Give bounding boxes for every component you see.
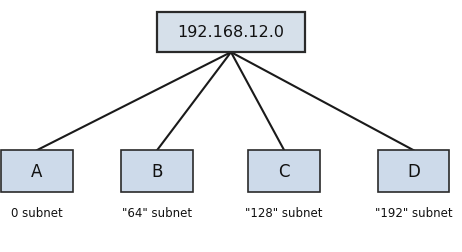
Text: 0 subnet: 0 subnet (11, 206, 63, 219)
Text: "64" subnet: "64" subnet (122, 206, 192, 219)
Text: B: B (152, 162, 163, 180)
FancyBboxPatch shape (249, 151, 320, 192)
Text: 192.168.12.0: 192.168.12.0 (177, 25, 285, 40)
Text: D: D (407, 162, 420, 180)
Text: "192" subnet: "192" subnet (375, 206, 452, 219)
FancyBboxPatch shape (378, 151, 449, 192)
Text: C: C (279, 162, 290, 180)
FancyBboxPatch shape (121, 151, 193, 192)
FancyBboxPatch shape (1, 151, 73, 192)
FancyBboxPatch shape (157, 13, 305, 53)
Text: A: A (31, 162, 43, 180)
Text: "128" subnet: "128" subnet (245, 206, 323, 219)
